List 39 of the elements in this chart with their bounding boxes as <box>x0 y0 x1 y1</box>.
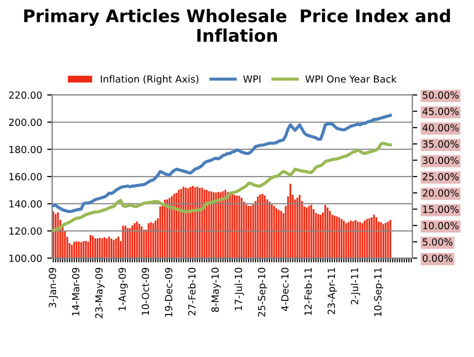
x-tick-label: 27-Feb-10 <box>188 268 196 316</box>
x-tick-label: 3-Jan-09 <box>48 268 58 308</box>
x-tick-label: 12-Feb-11 <box>304 268 312 316</box>
y-tick-label: 160.00 <box>9 173 42 180</box>
y2-tick-label: 20.00% <box>422 189 459 197</box>
y-tick-label: 200.00 <box>9 118 42 126</box>
x-tick-label: 2-Jul-11 <box>350 268 360 304</box>
x-tick-label: 19-Dec-09 <box>164 268 172 317</box>
line-series <box>52 142 392 232</box>
x-tick-label: 23-May-09 <box>95 268 104 318</box>
y2-tick-label: 40.00% <box>422 124 459 132</box>
legend-label: WPI One Year Back <box>305 75 397 83</box>
x-tick-label: 25-Sep-10 <box>258 268 268 317</box>
line-series <box>52 114 392 214</box>
x-tick-label: 17-Jul-10 <box>234 268 244 310</box>
chart-title: Primary Articles Wholesale Price Index and Inflation <box>24 8 450 42</box>
x-tick-label: 4-Dec-10 <box>281 268 289 312</box>
x-tick-label: 1-Aug-09 <box>118 268 128 310</box>
legend-label: Inflation (Right Axis) <box>100 75 198 85</box>
x-tick-label: 14-Mar-09 <box>72 268 80 316</box>
y-tick-label: 180.00 <box>9 146 42 154</box>
y2-tick-label: 25.00% <box>422 173 459 180</box>
y2-tick-label: 30.00% <box>422 156 459 164</box>
y-tick-label: 120.00 <box>9 227 42 235</box>
y2-tick-label: 15.00% <box>423 206 459 213</box>
y2-tick-label: 0.00% <box>422 254 452 262</box>
y2-tick-label: 35.00% <box>422 140 459 148</box>
y-tick-label: 220.00 <box>9 91 42 99</box>
y-tick-label: 140.00 <box>9 200 42 208</box>
x-tick-label: 10-Oct-09 <box>142 268 150 315</box>
y2-tick-label: 10.00% <box>423 222 459 230</box>
y2-tick-label: 50.00% <box>422 91 459 99</box>
legend-label: WPI <box>243 75 260 83</box>
x-tick-label: 8-May-10 <box>211 268 221 312</box>
y2-tick-label: 5.00% <box>422 238 452 246</box>
y-tick-label: 100.00 <box>9 254 42 262</box>
x-tick-label: 10-Sep-11 <box>374 268 384 316</box>
x-tick-label: 23-Apr-11 <box>328 268 337 314</box>
y2-tick-label: 45.00% <box>422 108 459 116</box>
